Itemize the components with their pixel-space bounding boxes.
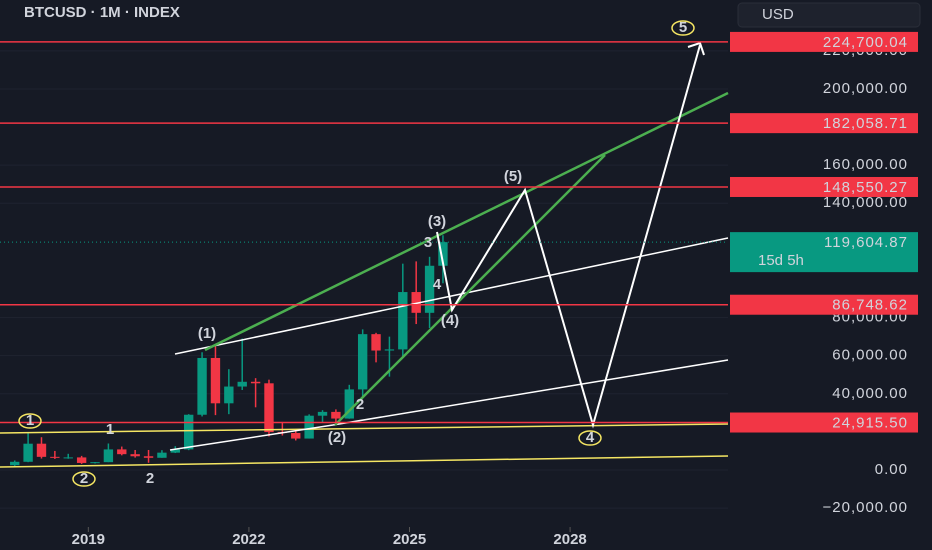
y-tick-label: 60,000.00	[832, 347, 908, 364]
chart-title: BTCUSD · 1M · INDEX	[24, 4, 180, 21]
wave-label: 5	[679, 19, 687, 36]
candle-body	[264, 383, 274, 433]
last-price-box	[730, 232, 918, 273]
candle-body	[50, 456, 60, 458]
candle-body	[157, 452, 167, 458]
y-tick-label: 160,000.00	[823, 156, 908, 173]
wave-label: 1	[26, 412, 34, 429]
candle-body	[170, 449, 180, 453]
candle-body	[90, 462, 100, 464]
candle-body	[76, 457, 87, 463]
candle-body	[237, 381, 247, 387]
wave-label: (4)	[441, 312, 459, 329]
candle-body	[63, 457, 73, 459]
wave-label: (2)	[328, 429, 346, 446]
candle-body	[371, 334, 381, 351]
wave-circle	[578, 430, 602, 446]
candle-body	[224, 386, 234, 404]
drawings	[0, 41, 729, 468]
wave-label: (5)	[504, 168, 522, 185]
candle-body	[344, 389, 354, 419]
candle-body	[103, 449, 114, 463]
candle-body	[384, 349, 395, 351]
wave-label: 3	[424, 234, 432, 251]
currency-button[interactable]	[737, 2, 921, 28]
candle-body	[36, 443, 47, 457]
price-label-box	[730, 113, 918, 134]
trend-line	[332, 359, 729, 426]
wave-label: 2	[80, 470, 88, 487]
y-tick-label: 140,000.00	[823, 194, 908, 211]
trend-line	[334, 154, 606, 426]
arrow-head	[687, 41, 705, 56]
price-label-box	[730, 294, 918, 315]
countdown: 15d 5h	[758, 252, 804, 269]
wave-path	[436, 44, 701, 429]
wave-label: 1	[106, 421, 114, 438]
price-label: 182,058.71	[823, 115, 908, 132]
candle-body	[411, 292, 421, 313]
candle-body	[438, 242, 448, 266]
x-tick-label: 2022	[232, 531, 265, 548]
price-label-box	[730, 31, 918, 52]
wave-circle	[72, 471, 96, 487]
candle-body	[143, 456, 154, 458]
price-label: 24,915.50	[832, 414, 908, 431]
price-label: 86,748.62	[832, 297, 908, 314]
candle-body	[317, 411, 328, 416]
wave-label: (3)	[428, 213, 446, 230]
x-tick-label: 2028	[553, 531, 586, 548]
wave-label: 4	[586, 429, 595, 446]
wave-circle	[18, 413, 42, 429]
candle-body	[291, 433, 301, 439]
price-label-box	[730, 176, 918, 197]
last-price-label: 119,604.87	[824, 234, 908, 251]
candle-body	[130, 454, 140, 457]
candle-body	[304, 415, 314, 439]
candle-body	[23, 443, 33, 462]
x-tick-label: 2025	[393, 531, 426, 548]
wave-circle	[671, 20, 695, 36]
trend-line	[174, 237, 729, 355]
wave-label: 4	[433, 276, 442, 293]
trend-line	[169, 424, 334, 451]
y-tick-label: 40,000.00	[832, 385, 908, 402]
wave-label: 2	[146, 470, 154, 487]
wave-label: 2	[356, 396, 364, 413]
currency-label: USD	[762, 6, 794, 23]
candle-body	[250, 381, 261, 384]
y-tick-label: 200,000.00	[823, 80, 908, 97]
candle-body	[10, 461, 20, 466]
candle-body	[398, 292, 408, 350]
y-tick-label: −20,000.00	[823, 499, 909, 516]
x-tick-label: 2019	[72, 531, 105, 548]
price-label-box	[730, 412, 918, 433]
candle-body	[184, 414, 194, 450]
price-label: 224,700.04	[823, 34, 908, 51]
y-tick-label: 0.00	[875, 461, 908, 478]
trend-line	[0, 423, 729, 434]
candle-body	[357, 334, 368, 390]
candle-body	[197, 357, 207, 415]
trend-line	[204, 91, 729, 352]
candle-body	[117, 449, 127, 455]
candle-body	[331, 411, 341, 419]
wave-label: (1)	[198, 325, 216, 342]
candle-body	[210, 357, 221, 404]
trend-line	[0, 455, 729, 468]
price-label: 148,550.27	[823, 179, 908, 196]
candle-body	[424, 265, 435, 313]
